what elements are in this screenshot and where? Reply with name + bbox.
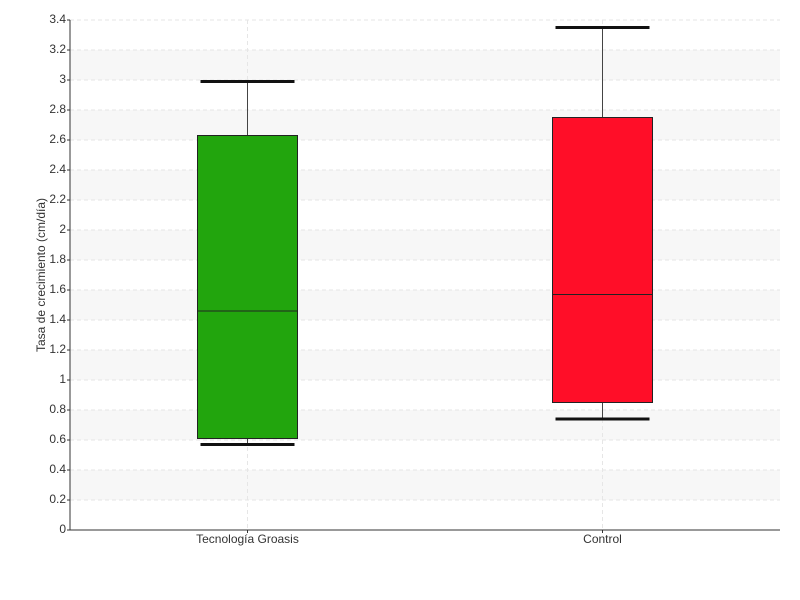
grid-band (70, 50, 780, 80)
y-axis-label: Tasa de crecimiento (cm/día) (34, 198, 48, 352)
box (552, 117, 653, 403)
grid-band (70, 290, 780, 320)
y-tick-label: 3.2 (49, 42, 66, 56)
y-tick-label: 1.6 (49, 282, 66, 296)
y-tick-label: 0.8 (49, 402, 66, 416)
y-tick-label: 1.8 (49, 252, 66, 266)
box (197, 135, 298, 439)
y-tick-label: 2.2 (49, 192, 66, 206)
x-tick-label: Tecnología Groasis (196, 532, 299, 546)
y-tick-label: 2.6 (49, 132, 66, 146)
y-tick-label: 1.2 (49, 342, 66, 356)
y-tick-label: 2.8 (49, 102, 66, 116)
grid-band (70, 230, 780, 260)
y-tick-label: 3.4 (49, 12, 66, 26)
y-tick-label: 0.2 (49, 492, 66, 506)
y-tick-label: 2 (59, 222, 66, 236)
y-tick-label: 0 (59, 522, 66, 536)
y-tick-label: 0.4 (49, 462, 66, 476)
grid-band (70, 410, 780, 440)
x-tick-label: Control (583, 532, 622, 546)
grid-band (70, 170, 780, 200)
y-tick-label: 0.6 (49, 432, 66, 446)
y-tick-label: 2.4 (49, 162, 66, 176)
y-tick-label: 1 (59, 372, 66, 386)
y-tick-label: 1.4 (49, 312, 66, 326)
grid-band (70, 470, 780, 500)
grid-band (70, 350, 780, 380)
y-tick-label: 3 (59, 72, 66, 86)
grid-band (70, 110, 780, 140)
